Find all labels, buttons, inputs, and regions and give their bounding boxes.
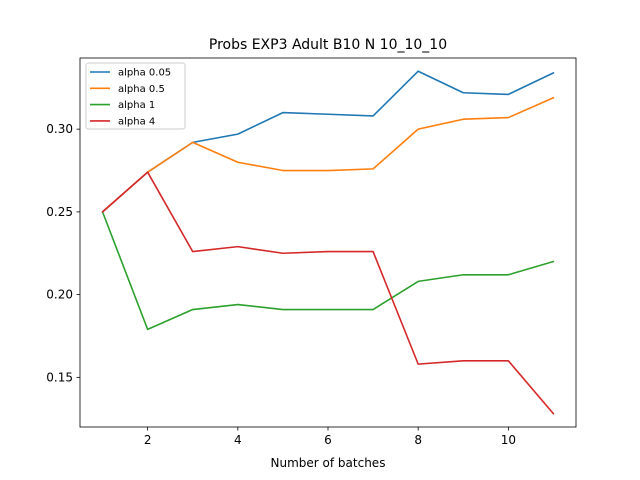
series-line-3 [101,171,555,415]
series-layer [101,70,555,415]
plot-frame [79,57,577,428]
legend-label: alpha 0.5 [118,84,165,95]
chart-title: Probs EXP3 Adult B10 N 10_10_10 [209,37,447,53]
y-tick-label: 0.25 [46,205,73,219]
x-tick-label: 8 [414,433,422,447]
legend-label: alpha 4 [118,116,155,127]
legend-label: alpha 0.05 [118,68,171,79]
y-tick-label: 0.20 [46,288,73,302]
series-line-2 [101,211,555,331]
x-tick-label: 4 [234,433,242,447]
series-line-1 [101,96,555,213]
legend: alpha 0.05 alpha 0.5 alpha 1 alpha 4 [85,62,186,130]
x-tick-label: 6 [324,433,332,447]
x-tick-label: 10 [501,433,516,447]
y-tick-label: 0.15 [46,370,73,384]
x-axis-label: Number of batches [271,456,386,470]
x-tick-label: 2 [144,433,152,447]
axes-layer: 2 4 6 8 10 0.15 0.20 0.25 0.30 [46,122,516,447]
y-tick-label: 0.30 [46,122,73,136]
legend-box [85,62,186,130]
legend-label: alpha 1 [118,100,155,111]
